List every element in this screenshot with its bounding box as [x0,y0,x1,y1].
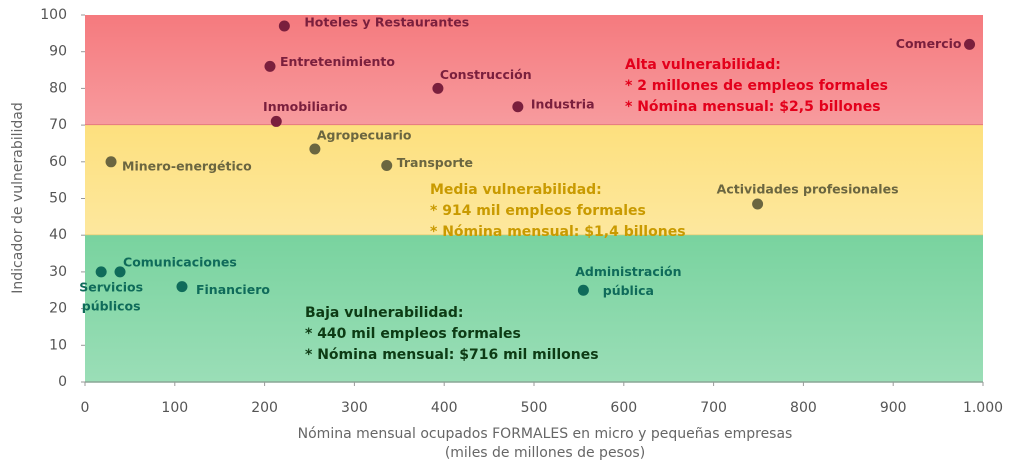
point-label: Comercio [896,36,962,51]
y-tick-label: 70 [49,117,67,133]
point-label: Hoteles y Restaurantes [304,15,469,30]
point [381,159,393,171]
point [752,198,764,210]
point-label: Inmobiliario [263,99,348,114]
y-tick-label: 80 [49,80,67,96]
x-axis-title: Nómina mensual ocupados FORMALES en micr… [298,426,793,442]
x-tick-label: 700 [700,400,727,416]
point-label: públicos [82,298,141,313]
x-tick-label: 600 [610,400,637,416]
point [577,284,589,296]
x-tick-label: 300 [341,400,368,416]
annotation: Alta vulnerabilidad: [625,57,781,73]
y-tick-label: 90 [49,44,67,60]
y-axis-title: Indicador de vulnerabilidad [10,102,26,293]
y-tick-label: 40 [49,227,67,243]
point-label: Entretenimiento [280,54,395,69]
x-tick-label: 1.000 [963,400,1003,416]
annotation: Media vulnerabilidad: [430,182,602,198]
y-tick-label: 30 [49,264,67,280]
point-label: Industria [531,96,595,111]
point-label: Minero-energético [122,158,252,173]
x-tick-label: 900 [880,400,907,416]
point-label: Comunicaciones [123,254,237,269]
y-tick-label: 0 [58,374,67,390]
annotation: * 440 mil empleos formales [305,326,521,342]
point [105,156,117,168]
point [95,266,107,278]
point [432,82,444,94]
point [176,281,188,293]
point-label: Actividades profesionales [717,182,899,197]
point-label: Construcción [440,67,532,82]
band-shade [85,15,983,126]
point [278,20,290,32]
x-axis-title: (miles de millones de pesos) [445,445,645,461]
point-label: Transporte [397,155,473,170]
point [512,101,524,113]
annotation: * Nómina mensual: $1,4 billones [430,224,686,240]
annotation: * Nómina mensual: $716 mil millones [305,347,599,363]
annotation: * 914 mil empleos formales [430,203,646,219]
x-tick-label: 200 [251,400,278,416]
point [264,60,276,72]
point-label: Servicios [79,279,143,294]
x-tick-label: 800 [790,400,817,416]
point [309,143,321,155]
x-tick-label: 100 [161,400,188,416]
x-tick-label: 500 [521,400,548,416]
y-tick-label: 20 [49,301,67,317]
point [964,38,976,50]
band-shade [85,125,983,236]
y-tick-label: 100 [40,7,67,23]
annotation: Baja vulnerabilidad: [305,305,463,321]
band-shade [85,235,983,382]
x-tick-label: 400 [431,400,458,416]
annotation: * 2 millones de empleos formales [625,78,888,94]
x-tick-label: 0 [81,400,90,416]
y-tick-label: 60 [49,154,67,170]
point-label: Agropecuario [317,127,412,142]
y-tick-label: 50 [49,191,67,207]
annotation: * Nómina mensual: $2,5 billones [625,99,881,115]
point-label: Administración [575,264,681,279]
y-tick-label: 10 [49,337,67,353]
point-label: Financiero [196,282,270,297]
point [270,115,282,127]
point-label: pública [603,283,654,298]
point [114,266,126,278]
